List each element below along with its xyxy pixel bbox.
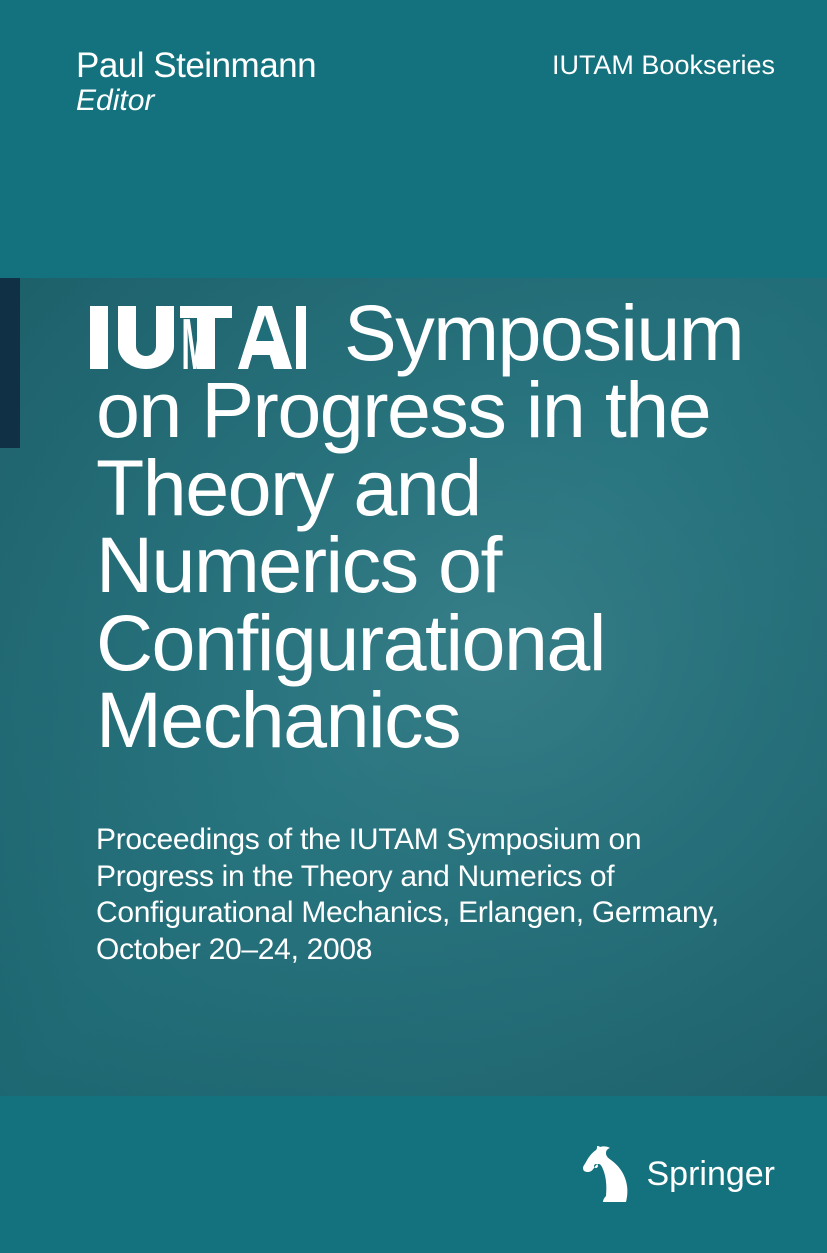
footer: Springer <box>0 1096 827 1253</box>
subtitle: Proceedings of the IUTAM Symposium on Pr… <box>96 822 756 968</box>
main-title: Symposium on Progress in the Theory and … <box>96 294 786 758</box>
header: Paul Steinmann Editor IUTAM Bookseries <box>0 0 827 278</box>
accent-bar <box>0 278 20 448</box>
publisher-name: Springer <box>646 1155 775 1194</box>
series-name: IUTAM Bookseries <box>552 50 775 81</box>
editor-role: Editor <box>76 84 316 118</box>
book-cover: Paul Steinmann Editor IUTAM Bookseries <box>0 0 827 1253</box>
editor-name: Paul Steinmann <box>76 46 316 86</box>
springer-horse-icon <box>582 1146 634 1204</box>
editor-block: Paul Steinmann Editor <box>76 46 316 118</box>
